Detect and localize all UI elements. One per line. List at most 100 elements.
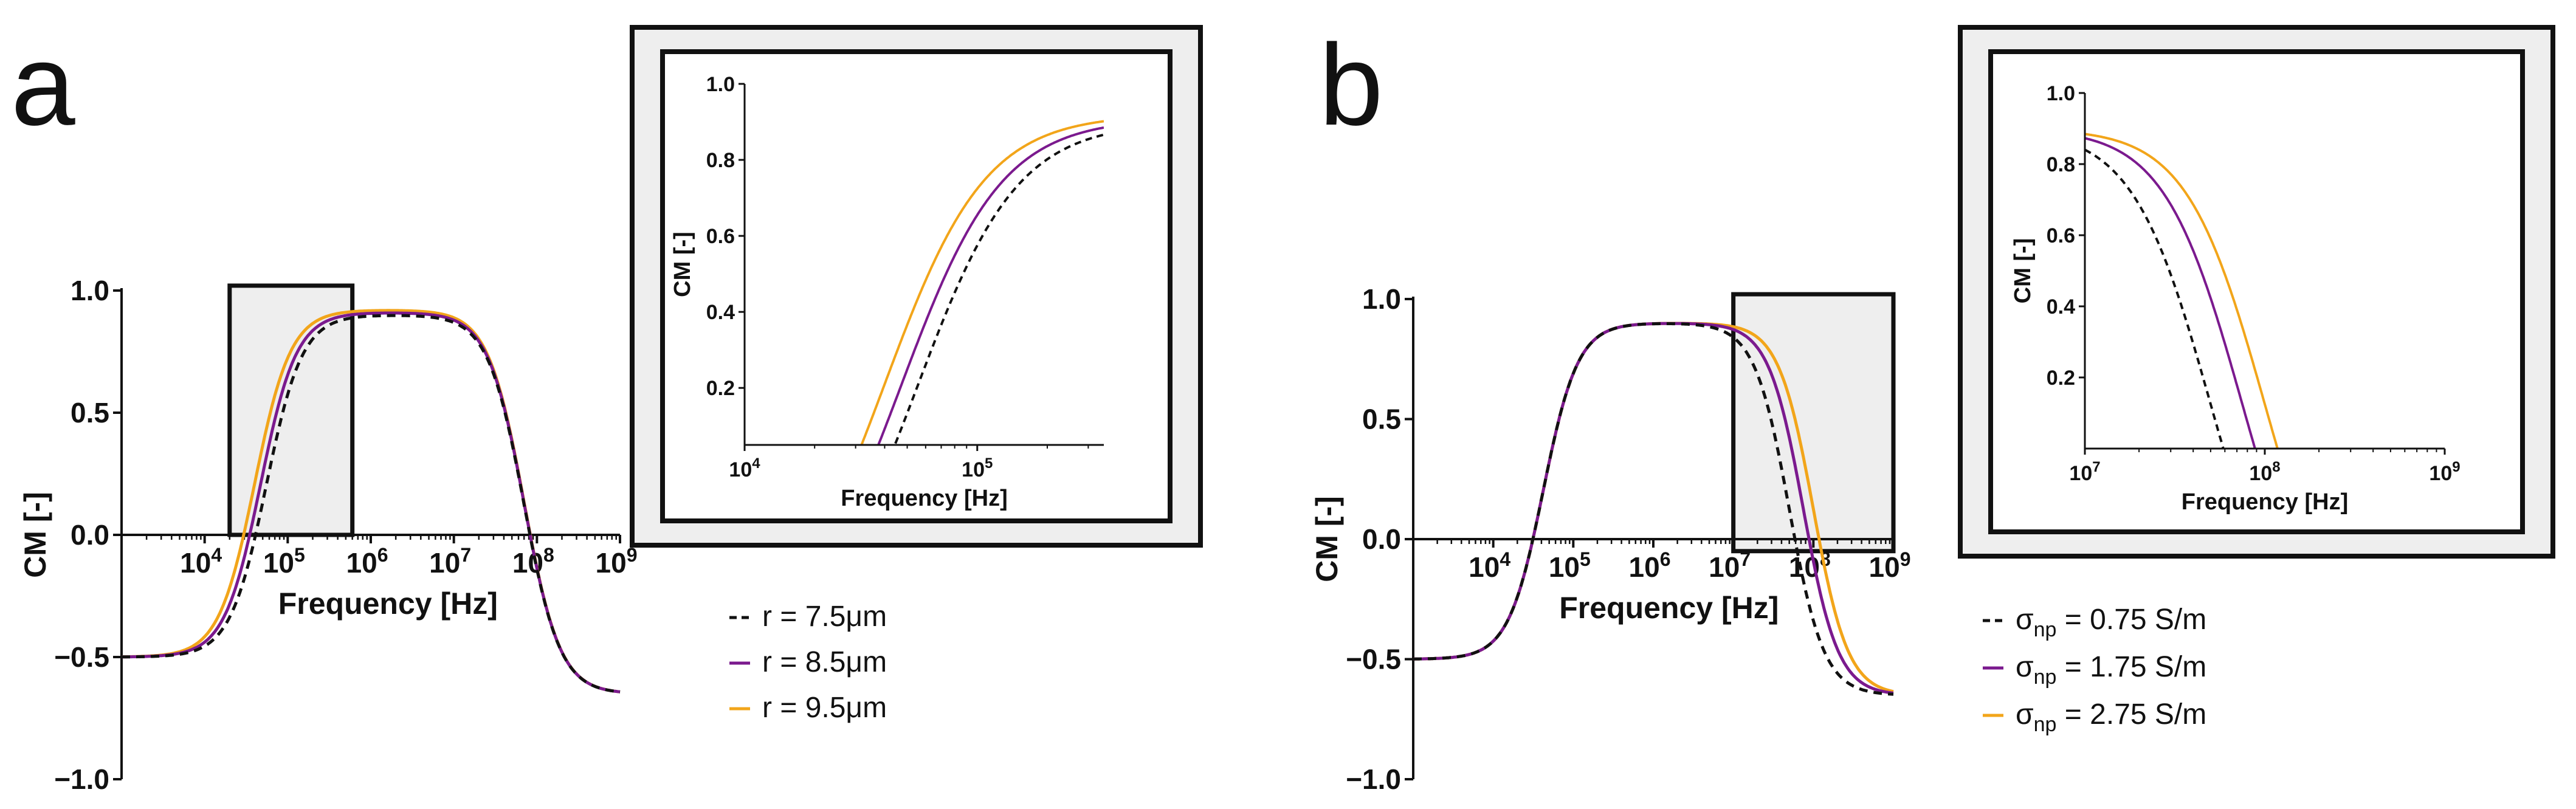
inset-y-tick-label: 0.2 (2047, 367, 2075, 390)
y-tick-label: −1.0 (1346, 763, 1401, 795)
tick-exponent: 5 (985, 455, 993, 472)
panel-label: b (1319, 21, 1383, 150)
y-axis-label: CM [-] (18, 492, 52, 578)
tick-exponent: 9 (627, 544, 638, 566)
legend-label-1: σnp = 1.75 S/m (2016, 651, 2206, 689)
inset-series-line-2 (2085, 133, 2279, 449)
tick-exponent: 7 (460, 544, 471, 566)
y-tick-label: −0.5 (1346, 644, 1401, 675)
tick-exponent: 9 (2452, 459, 2460, 475)
inset-x-tick-label: 105 (962, 455, 993, 481)
x-tick-label: 105 (263, 544, 305, 579)
tick-exponent: 9 (1900, 548, 1911, 570)
inset-frame-inner (660, 49, 1173, 523)
inset-x-tick-label: 107 (2069, 459, 2100, 485)
inset-curves (860, 120, 1104, 445)
inset-x-tick-label: 104 (729, 455, 760, 481)
legend-value: = 1.75 S/m (2056, 651, 2206, 683)
inset-y-axis-label: CM [-] (2010, 238, 2036, 304)
tick-exponent: 5 (1580, 548, 1591, 570)
legend-symbol: σ (2016, 698, 2034, 731)
y-tick-label: −1.0 (54, 763, 109, 795)
legend-value: = 2.75 S/m (2056, 698, 2206, 731)
legend-label-1: r = 8.5μm (762, 646, 887, 678)
tick-exponent: 4 (752, 455, 760, 472)
tick-exponent: 4 (1500, 548, 1510, 570)
tick-exponent: 6 (1660, 548, 1671, 570)
x-tick-label: 107 (429, 544, 471, 579)
inset-y-tick-label: 0.8 (706, 149, 735, 172)
tick-exponent: 7 (2092, 459, 2100, 475)
tick-base: 10 (2249, 462, 2272, 485)
tick-exponent: 7 (1740, 548, 1751, 570)
x-tick-label: 107 (1709, 548, 1751, 583)
main-series-line-0 (1413, 322, 1894, 696)
inset-x-axis-label: Frequency [Hz] (841, 486, 1007, 511)
legend-symbol: σ (2016, 651, 2034, 683)
inset-curves (2085, 133, 2279, 449)
tick-exponent: 4 (211, 544, 222, 566)
y-tick-label: 0.5 (1362, 404, 1401, 435)
inset-y-tick-label: 0.4 (706, 301, 735, 324)
y-tick-label: 1.0 (1362, 283, 1401, 315)
tick-base: 10 (1549, 551, 1580, 583)
x-tick-label: 106 (1629, 548, 1671, 583)
x-tick-label: 109 (596, 544, 638, 579)
tick-base: 10 (1869, 551, 1900, 583)
tick-base: 10 (2429, 462, 2452, 485)
tick-exponent: 6 (377, 544, 388, 566)
tick-base: 10 (1469, 551, 1500, 583)
tick-base: 10 (180, 547, 211, 579)
tick-base: 10 (729, 458, 752, 481)
tick-base: 10 (962, 458, 985, 481)
x-tick-label: 109 (1869, 548, 1911, 583)
main-series-line-2 (122, 309, 621, 694)
y-tick-label: −0.5 (54, 641, 109, 673)
inset-y-tick-label: 0.4 (2047, 295, 2075, 318)
tick-exponent: 8 (543, 544, 554, 566)
inset-y-tick-label: 1.0 (706, 73, 735, 96)
inset-series-line-2 (860, 120, 1104, 445)
inset-y-tick-label: 1.0 (2047, 82, 2075, 105)
tick-base: 10 (1629, 551, 1660, 583)
legend-symbol: σ (2016, 604, 2034, 636)
legend-label-2: σnp = 2.75 S/m (2016, 698, 2206, 736)
legend-subscript: np (2034, 666, 2057, 689)
y-tick-label: 1.0 (71, 275, 109, 306)
inset-y-tick-label: 0.6 (706, 225, 735, 248)
main-series-line-0 (122, 314, 621, 694)
x-axis-label: Frequency [Hz] (278, 587, 498, 621)
legend-label-0: r = 7.5μm (762, 601, 887, 633)
tick-base: 10 (2069, 462, 2092, 485)
tick-exponent: 5 (294, 544, 305, 566)
inset-y-axis-label: CM [-] (670, 232, 695, 297)
inset-y-tick-label: 0.8 (2047, 153, 2075, 176)
inset-series-line-1 (876, 126, 1104, 445)
inset-x-tick-label: 108 (2249, 459, 2280, 485)
zoom-region-box (227, 283, 355, 537)
main-series-line-1 (122, 311, 621, 694)
x-tick-label: 108 (512, 544, 554, 579)
tick-exponent: 8 (2272, 459, 2280, 475)
y-tick-label: 0.5 (71, 397, 109, 429)
legend-label-2: r = 9.5μm (762, 692, 887, 724)
x-axis-label: Frequency [Hz] (1559, 591, 1779, 625)
inset-y-tick-label: 0.2 (706, 377, 735, 400)
inset-x-tick-label: 109 (2429, 459, 2460, 485)
tick-base: 10 (1709, 551, 1740, 583)
y-axis-label: CM [-] (1310, 496, 1344, 582)
inset-series-line-1 (2085, 137, 2256, 449)
y-tick-label: 0.0 (1362, 523, 1401, 555)
x-tick-label: 104 (1469, 548, 1510, 583)
inset-x-axis-label: Frequency [Hz] (2182, 489, 2348, 515)
legend-label-0: σnp = 0.75 S/m (2016, 604, 2206, 641)
legend-value: = 0.75 S/m (2056, 604, 2206, 636)
tick-base: 10 (346, 547, 377, 579)
legend-subscript: np (2034, 618, 2057, 641)
inset-y-tick-label: 0.6 (2047, 224, 2075, 247)
panel-label: a (11, 21, 75, 150)
tick-base: 10 (596, 547, 627, 579)
x-tick-label: 104 (180, 544, 222, 579)
